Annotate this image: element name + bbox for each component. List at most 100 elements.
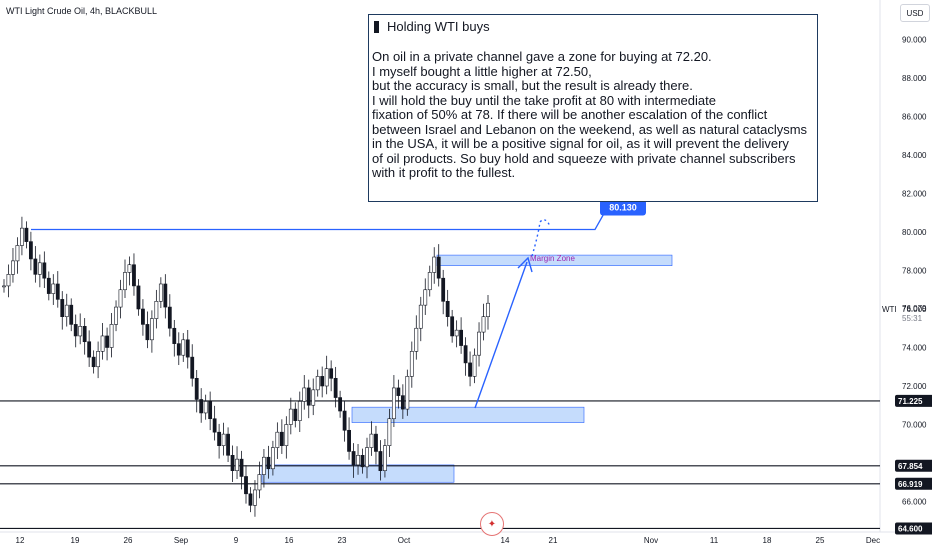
candle-body xyxy=(338,397,343,412)
candle-body xyxy=(15,245,20,262)
candle-body xyxy=(333,377,338,398)
candle-body xyxy=(105,335,109,348)
x-tick-label: 18 xyxy=(763,536,772,545)
x-tick-label: 11 xyxy=(710,536,719,545)
candle-body xyxy=(145,324,150,341)
candle-body xyxy=(208,401,213,420)
candle-body xyxy=(239,458,244,477)
y-tick-label: 70.000 xyxy=(902,421,927,430)
note-line: of oil products. So buy hold and squeeze… xyxy=(372,150,796,166)
note-title-text: Holding WTI buys xyxy=(387,19,490,34)
level-tag xyxy=(895,522,932,535)
candle-body xyxy=(418,304,423,329)
candle-body xyxy=(315,376,320,391)
candle-body xyxy=(253,489,257,506)
candle-body xyxy=(6,274,11,287)
candle-body xyxy=(203,401,208,414)
candle-body xyxy=(51,283,56,294)
candle-body xyxy=(481,316,486,333)
candle-body xyxy=(356,454,360,466)
candle-body xyxy=(24,227,29,242)
candle-body xyxy=(28,241,33,260)
candle-body xyxy=(55,283,60,300)
candle-body xyxy=(311,389,316,406)
currency-button[interactable]: USD xyxy=(900,4,930,22)
dotted-projection xyxy=(531,219,551,257)
tradingview-logo-icon[interactable]: ✦ xyxy=(480,512,504,536)
candle-body xyxy=(463,345,468,364)
y-tick-label: 78.000 xyxy=(902,267,927,276)
candle-body xyxy=(365,447,369,468)
candle-body xyxy=(118,289,123,308)
x-tick-label: 19 xyxy=(71,536,80,545)
candle-body xyxy=(387,418,392,446)
y-tick-label: 76.000 xyxy=(902,305,927,314)
y-tick-label: 72.000 xyxy=(902,382,927,391)
candle-body xyxy=(477,331,481,356)
x-tick-label: Nov xyxy=(644,536,658,545)
candle-body xyxy=(409,351,414,377)
candle-body xyxy=(414,327,419,352)
candle-body xyxy=(2,285,6,288)
candle-body xyxy=(230,454,235,471)
candle-body xyxy=(64,304,69,317)
candle-body xyxy=(324,368,329,387)
text-note[interactable]: Holding WTI buys On oil in a private cha… xyxy=(368,14,818,202)
x-tick-label: Dec xyxy=(866,536,880,545)
note-line: between Israel and Lebanon on the weeken… xyxy=(372,121,808,137)
candle-body xyxy=(342,410,347,431)
candle-body xyxy=(329,368,334,379)
level-tag xyxy=(895,459,932,472)
note-line: fixation of 50% at 78. If there will be … xyxy=(372,107,768,122)
candle-body xyxy=(432,256,437,273)
candle-body xyxy=(248,493,253,506)
zone-label: Margin Zone xyxy=(530,254,575,263)
candle-body xyxy=(405,376,410,410)
candle-body xyxy=(20,227,24,246)
candle-body xyxy=(351,451,356,466)
candle-body xyxy=(154,300,159,319)
candle-body xyxy=(221,433,226,446)
candle-body xyxy=(109,324,114,348)
level-tag xyxy=(895,394,932,407)
y-tick-label: 66.000 xyxy=(902,498,927,507)
last-price: 76.079 xyxy=(902,304,927,313)
candle-body xyxy=(427,272,432,291)
candle-body xyxy=(378,451,383,472)
candle-body xyxy=(270,447,275,470)
y-tick-label: 86.000 xyxy=(902,113,927,122)
note-title: Holding WTI buys xyxy=(372,19,814,34)
candle-body xyxy=(82,326,87,343)
candle-body xyxy=(347,429,351,452)
candle-body xyxy=(396,387,401,396)
x-tick-label: Oct xyxy=(398,536,411,545)
x-tick-label: 25 xyxy=(816,536,825,545)
candle-body xyxy=(185,339,190,358)
note-line: but the accuracy is small, but the resul… xyxy=(372,78,693,93)
candle-body xyxy=(181,339,186,356)
candle-body xyxy=(87,341,92,358)
candle-body xyxy=(445,300,450,317)
candle-body xyxy=(176,343,181,356)
candle-body xyxy=(91,356,96,368)
x-tick-label: Sep xyxy=(174,536,189,545)
y-tick-label: 82.000 xyxy=(902,190,927,199)
candle-body xyxy=(297,401,302,421)
level-tag-label: 64.600 xyxy=(898,524,923,533)
candle-body xyxy=(391,387,396,420)
symbol-header: WTI Light Crude Oil, 4h, BLACKBULL xyxy=(6,6,158,16)
candle-body xyxy=(235,458,239,471)
x-tick-label: 14 xyxy=(501,536,510,545)
candle-body xyxy=(172,327,177,344)
x-tick-label: 12 xyxy=(16,536,25,545)
candle-body xyxy=(320,376,325,387)
target-line xyxy=(31,213,605,231)
candle-body xyxy=(374,433,378,452)
candle-body xyxy=(360,454,365,468)
candle-body xyxy=(199,399,204,414)
arrow-head xyxy=(517,256,533,273)
candle-body xyxy=(60,299,65,318)
candle-body xyxy=(136,285,141,310)
note-line: with it profit to the fullest. xyxy=(372,165,516,180)
